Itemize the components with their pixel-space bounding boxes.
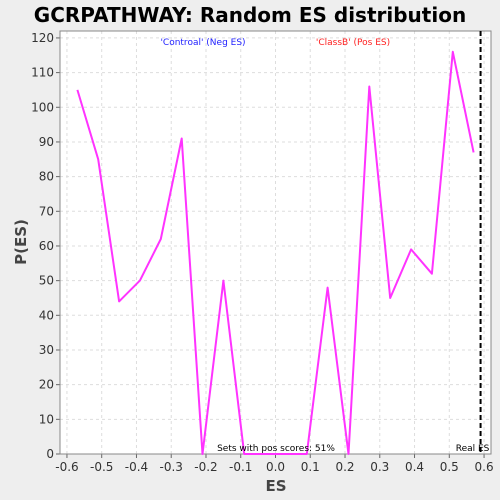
y-tick-label: 50 bbox=[39, 274, 54, 288]
x-tick-label: 0.5 bbox=[440, 460, 459, 474]
x-tick-label: 0.4 bbox=[405, 460, 424, 474]
x-tick-label: -0.4 bbox=[125, 460, 148, 474]
x-tick-label: -0.2 bbox=[194, 460, 217, 474]
y-tick-label: 60 bbox=[39, 239, 54, 253]
x-tick-label: 0.3 bbox=[370, 460, 389, 474]
y-tick-label: 10 bbox=[39, 412, 54, 426]
x-tick-label: -0.3 bbox=[160, 460, 183, 474]
y-tick-label: 80 bbox=[39, 170, 54, 184]
y-tick-label: 90 bbox=[39, 135, 54, 149]
x-tick-label: -0.5 bbox=[90, 460, 113, 474]
x-tick-label: -0.6 bbox=[55, 460, 78, 474]
chart-title: GCRPATHWAY: Random ES distribution bbox=[34, 3, 466, 27]
y-tick-label: 40 bbox=[39, 308, 54, 322]
y-tick-label: 120 bbox=[31, 31, 54, 45]
y-tick-label: 20 bbox=[39, 378, 54, 392]
y-tick-label: 0 bbox=[46, 447, 54, 461]
y-axis-label: P(ES) bbox=[12, 219, 30, 265]
y-tick-label: 70 bbox=[39, 204, 54, 218]
y-tick-label: 30 bbox=[39, 343, 54, 357]
x-tick-label: 0.2 bbox=[335, 460, 354, 474]
x-tick-label: 0.6 bbox=[475, 460, 494, 474]
neg-es-label: 'Controal' (Neg ES) bbox=[160, 38, 245, 48]
x-tick-label: -0.1 bbox=[229, 460, 252, 474]
x-tick-label: 0.0 bbox=[266, 460, 285, 474]
x-tick-label: 0.1 bbox=[301, 460, 320, 474]
plot-area: 0 10 20 30 40 50 60 70 80 90 100 110 120 -0.6 -0.5 -0.4… bbox=[31, 30, 494, 474]
pos-es-label: 'ClassB' (Pos ES) bbox=[316, 38, 390, 48]
y-tick-label: 110 bbox=[31, 66, 54, 80]
y-tick-label: 100 bbox=[31, 100, 54, 114]
real-es-label: Real ES bbox=[456, 444, 490, 454]
x-axis-label: ES bbox=[265, 477, 286, 495]
pos-scores-label: Sets with pos scores: 51% bbox=[217, 444, 335, 454]
series-line bbox=[76, 50, 475, 455]
